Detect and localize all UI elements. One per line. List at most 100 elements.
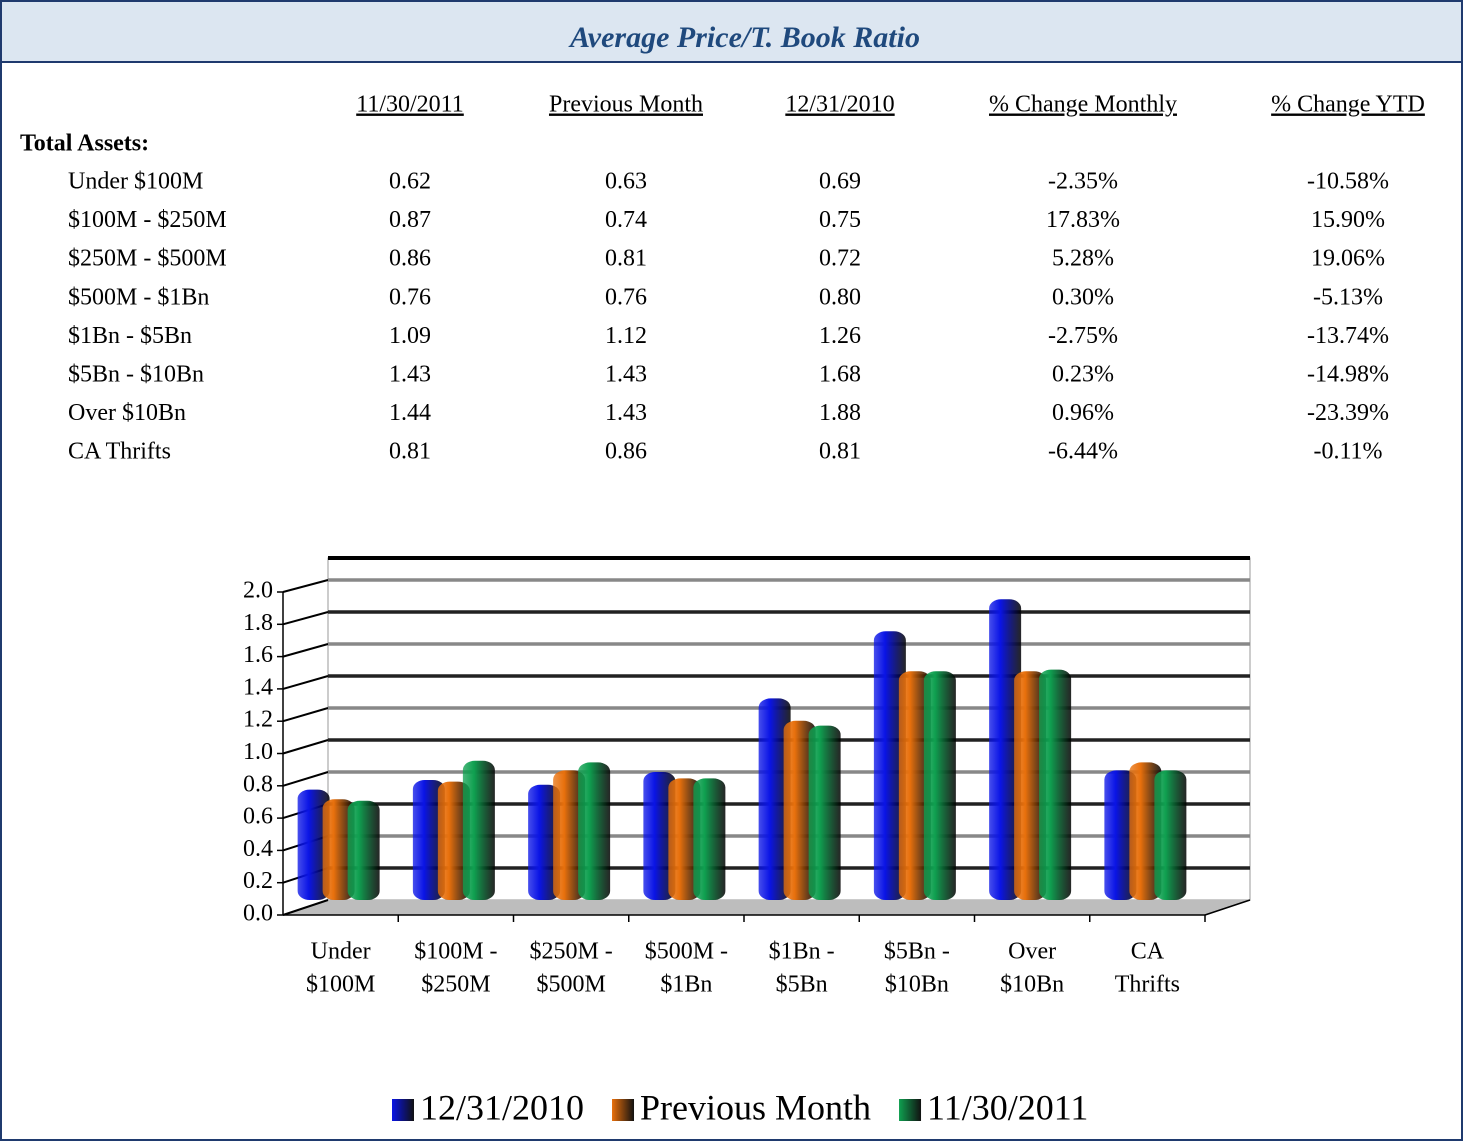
cell: 1.44 xyxy=(389,400,431,426)
grid-slant xyxy=(282,579,329,593)
grid-slant xyxy=(282,675,329,690)
plot-floor xyxy=(283,900,1250,915)
bar xyxy=(898,671,931,900)
cell: 1.43 xyxy=(605,362,647,388)
bar xyxy=(1039,669,1072,900)
cell: -23.39% xyxy=(1307,400,1389,426)
x-tick-label: $500M xyxy=(536,972,605,998)
x-tick-label: CA xyxy=(1131,939,1165,965)
floor-edge xyxy=(1204,899,1251,916)
cell: 19.06% xyxy=(1311,246,1385,272)
cell: 17.83% xyxy=(1046,207,1120,233)
x-tick-label: $10Bn xyxy=(1000,972,1064,998)
bar xyxy=(297,789,330,900)
bar xyxy=(437,781,470,900)
cell: 0.76 xyxy=(605,284,647,310)
bar xyxy=(1129,762,1162,900)
y-tick-label: 1.2 xyxy=(243,707,273,733)
cell: 1.26 xyxy=(819,323,861,349)
bar xyxy=(553,770,586,900)
cell: 0.86 xyxy=(605,439,647,465)
cell: 1.09 xyxy=(389,323,431,349)
cell: 5.28% xyxy=(1052,246,1114,272)
y-tick-label: 0.6 xyxy=(243,804,273,830)
row-label: $500M - $1Bn xyxy=(68,284,209,310)
row-label: $1Bn - $5Bn xyxy=(68,323,192,349)
bar xyxy=(412,780,445,900)
row-label: Under $100M xyxy=(68,169,203,195)
bar xyxy=(923,671,956,900)
cell: 1.88 xyxy=(819,400,861,426)
cell: 0.86 xyxy=(389,246,431,272)
bar xyxy=(668,778,701,900)
cell: 0.62 xyxy=(389,169,431,195)
bar xyxy=(1154,770,1187,900)
cell: -0.11% xyxy=(1313,439,1382,465)
x-tick-label: $500M - xyxy=(645,939,728,965)
column-header: % Change Monthly xyxy=(989,92,1177,118)
legend-swatch xyxy=(899,1099,922,1121)
bar xyxy=(693,778,726,900)
cell: 0.80 xyxy=(819,284,861,310)
cell: 1.12 xyxy=(605,323,647,349)
y-tick-label: 0.8 xyxy=(243,771,273,797)
column-header: % Change YTD xyxy=(1271,92,1425,118)
cell: -6.44% xyxy=(1048,439,1118,465)
cell: 0.23% xyxy=(1052,362,1114,388)
legend-label: 11/30/2011 xyxy=(927,1087,1088,1127)
cell: 15.90% xyxy=(1311,207,1385,233)
y-tick-label: 0.0 xyxy=(243,901,273,927)
bar xyxy=(578,762,611,900)
cell: 1.43 xyxy=(389,362,431,388)
row-label: $5Bn - $10Bn xyxy=(68,362,204,388)
x-tick-label: $100M xyxy=(306,972,375,998)
row-label: CA Thrifts xyxy=(68,439,171,465)
table-label: Total Assets: xyxy=(20,131,149,157)
legend-swatch xyxy=(392,1099,414,1121)
bar xyxy=(808,725,841,900)
cell: 0.63 xyxy=(605,169,647,195)
legend-label: Previous Month xyxy=(640,1087,871,1127)
cell: 1.68 xyxy=(819,362,861,388)
cell: -14.98% xyxy=(1307,362,1389,388)
bar xyxy=(347,800,380,900)
x-tick-label: Thrifts xyxy=(1115,972,1180,998)
row-label: $250M - $500M xyxy=(68,246,227,272)
x-tick-label: Under xyxy=(311,939,371,965)
x-tick-label: Over xyxy=(1008,939,1056,965)
cell: 0.76 xyxy=(389,284,431,310)
cell: 0.81 xyxy=(389,439,431,465)
cell: 0.30% xyxy=(1052,284,1114,310)
bar xyxy=(1014,671,1047,900)
x-tick-label: $5Bn xyxy=(776,972,828,998)
grid-slant xyxy=(282,739,329,755)
x-tick-label: $1Bn xyxy=(660,972,712,998)
cell: 0.69 xyxy=(819,169,861,195)
bar xyxy=(643,772,676,900)
cell: 1.43 xyxy=(605,400,647,426)
cell: 0.81 xyxy=(819,439,861,465)
x-tick-label: $250M - xyxy=(529,939,612,965)
cell: 0.96% xyxy=(1052,400,1114,426)
y-tick-label: 1.0 xyxy=(243,739,273,765)
bar xyxy=(783,720,816,900)
column-header: Previous Month xyxy=(549,92,703,118)
cell: 0.72 xyxy=(819,246,861,272)
legend-swatch xyxy=(612,1099,635,1121)
cell: -13.74% xyxy=(1307,323,1389,349)
y-tick-label: 0.2 xyxy=(243,868,273,894)
cell: 0.75 xyxy=(819,207,861,233)
bar xyxy=(989,599,1022,900)
row-label: $100M - $250M xyxy=(68,207,227,233)
x-tick-label: $250M xyxy=(421,972,490,998)
bar xyxy=(462,760,495,900)
cell: -5.13% xyxy=(1313,284,1383,310)
x-tick-label: $1Bn - xyxy=(769,939,835,965)
x-tick-label: $10Bn xyxy=(885,972,949,998)
grid-slant xyxy=(282,611,329,626)
cell: -2.75% xyxy=(1048,323,1118,349)
y-tick-label: 1.6 xyxy=(243,642,273,668)
x-tick-label: $100M - xyxy=(414,939,497,965)
